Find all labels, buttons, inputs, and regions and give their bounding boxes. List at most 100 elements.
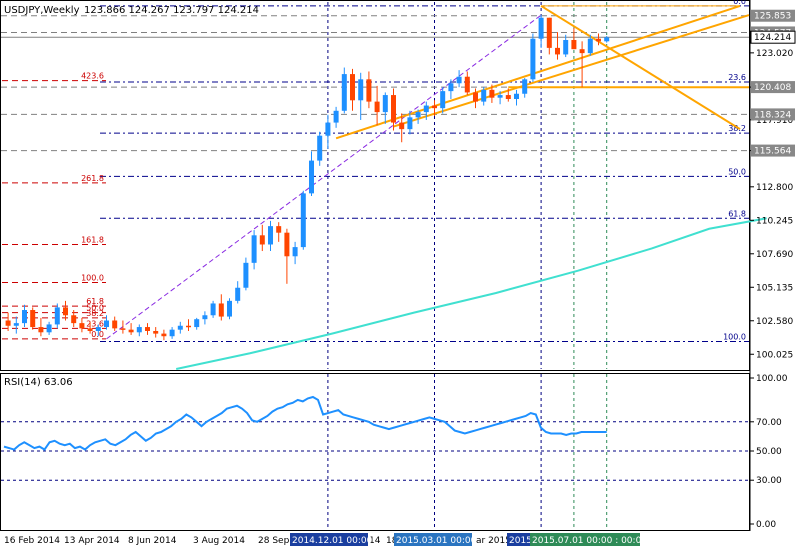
time-highlight-label: 2014.12.01 00:00: [292, 536, 373, 546]
candle-body: [317, 135, 323, 161]
candle-body: [128, 329, 134, 333]
candle-body: [218, 303, 224, 317]
candle: [587, 34, 593, 56]
candle: [194, 317, 200, 330]
candle-body: [309, 160, 314, 194]
candle-body: [514, 93, 519, 99]
time-highlight-box: [507, 533, 531, 546]
price-tag-label: 120.408: [754, 83, 791, 93]
candle: [604, 36, 610, 43]
candle-body: [456, 76, 462, 84]
price-tick-label: 105.135: [756, 283, 793, 293]
candle-body: [579, 49, 585, 54]
candle-body: [407, 117, 413, 130]
candle-body: [333, 110, 339, 123]
candle-body: [538, 17, 544, 39]
candle: [153, 327, 159, 338]
fibo-ext-label: 50.0: [86, 304, 104, 313]
rsi-tick-label: 30.00: [756, 476, 782, 486]
time-highlight-box: [290, 533, 368, 546]
time-axis-label: 18: [386, 536, 398, 546]
candle-body: [546, 17, 552, 48]
candle: [415, 109, 421, 124]
price-tag-label: 118.324: [754, 110, 791, 120]
candle: [186, 319, 191, 331]
candle-body: [300, 193, 306, 248]
candle-body: [505, 95, 511, 99]
price-tag-box: [750, 30, 796, 44]
time-axis-label: 8 Jun 2014: [128, 536, 177, 546]
time-axis-label: 13 Apr 2014: [64, 536, 120, 546]
price-tag-label: 124.214: [754, 33, 791, 43]
candle: [366, 71, 372, 109]
candle-body: [22, 310, 27, 324]
fibo-label: 61.8: [728, 209, 746, 218]
candle: [46, 321, 52, 335]
time-axis-label: ar 2015: [476, 536, 511, 546]
candle: [243, 257, 249, 291]
candle: [358, 72, 364, 120]
price-tick-label: 123.020: [756, 49, 793, 59]
candle-body: [341, 74, 347, 111]
candle-body: [268, 226, 273, 245]
rsi-tick-label: 50.00: [756, 447, 782, 457]
candle-body: [415, 112, 421, 118]
fibo-label: 100.0: [723, 332, 746, 341]
candle-body: [177, 325, 183, 330]
candle-body: [145, 327, 150, 331]
candle-body: [259, 235, 265, 245]
candle-body: [350, 74, 355, 101]
candle-body: [555, 47, 560, 55]
rsi-tick-label: 70.00: [756, 418, 782, 428]
candle-body: [161, 333, 167, 337]
candle: [128, 323, 134, 335]
time-axis-label: 28 Sep 2014: [258, 536, 315, 546]
candle-body: [251, 235, 257, 263]
fibo-label: 23.6: [728, 73, 746, 82]
candle-body: [243, 262, 249, 288]
candle: [317, 131, 323, 166]
candle-body: [136, 327, 142, 333]
candle: [514, 89, 519, 106]
candle: [177, 321, 183, 334]
candle: [382, 92, 388, 124]
candle: [30, 307, 36, 330]
candle-body: [481, 89, 487, 102]
fibo-label: 0.0: [733, 0, 746, 6]
candle: [79, 317, 85, 333]
candle: [555, 32, 560, 60]
candle: [268, 220, 273, 252]
fibonacci-layer: 0.023.638.250.061.8100.0423.6261.8161.81…: [2, 0, 749, 342]
candle-body: [202, 315, 208, 320]
candle: [489, 84, 495, 103]
candle: [218, 294, 224, 321]
candle-body: [95, 327, 101, 331]
candle: [481, 87, 487, 106]
time-axis-label: 14: [369, 536, 381, 546]
candle-body: [284, 232, 290, 257]
candle-body: [571, 40, 577, 50]
candle: [464, 71, 470, 96]
fibo-ext-label: 100.0: [81, 273, 104, 282]
candle-body: [563, 40, 569, 55]
candle: [579, 41, 585, 88]
candle: [391, 88, 396, 131]
time-highlight-label: 2015.07.01 00:00 : 00:00: [532, 536, 647, 546]
candle: [473, 88, 478, 109]
candle-body: [382, 95, 388, 113]
candle: [227, 298, 232, 320]
price-tag-box: [751, 9, 795, 22]
candle: [333, 106, 339, 128]
candle: [309, 151, 314, 196]
rsi-panel-frame: [0, 373, 750, 531]
candle-body: [587, 38, 593, 54]
candle-body: [374, 101, 380, 113]
candle-body: [30, 310, 36, 328]
fibo-ext-label: 423.6: [81, 72, 104, 81]
drawing-objects-layer: [106, 4, 750, 340]
fibo-label: 38.2: [728, 124, 746, 133]
price-tick-label: 107.690: [756, 250, 793, 260]
candle: [571, 28, 577, 50]
candle: [596, 33, 601, 46]
